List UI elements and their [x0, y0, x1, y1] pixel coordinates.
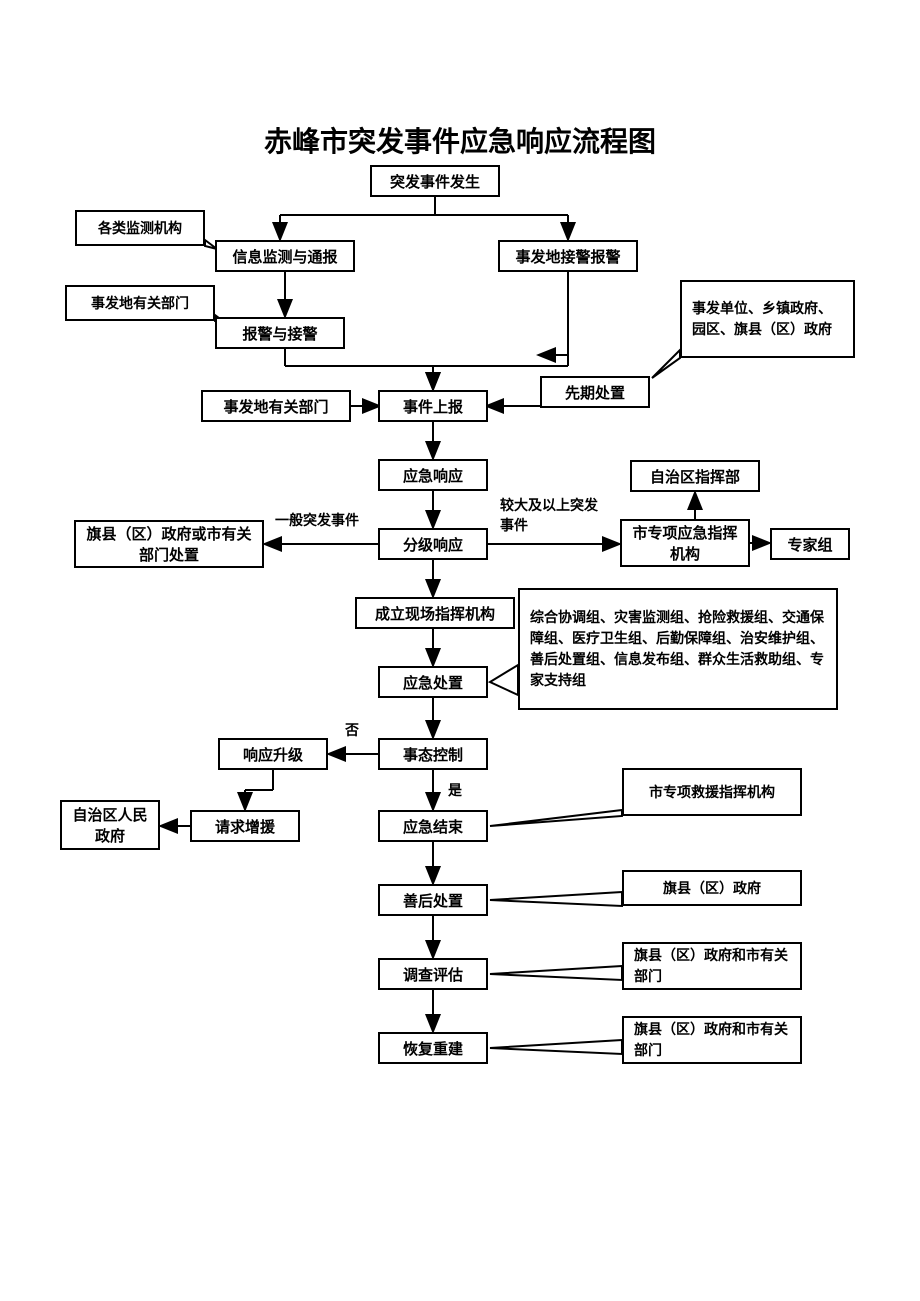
flowchart-node-n20: 自治区人民政府: [60, 800, 160, 850]
flowchart-node-n8: 应急响应: [378, 459, 488, 491]
flowchart-node-n17: 响应升级: [218, 738, 328, 770]
flowchart-node-n1: 突发事件发生: [370, 165, 500, 197]
callout-c3: 事发单位、乡镇政府、园区、旗县（区）政府: [680, 280, 855, 358]
callout-c1: 各类监测机构: [75, 210, 205, 246]
flowchart-node-n19: 请求增援: [190, 810, 300, 842]
callout-c5: 市专项救援指挥机构: [622, 768, 802, 816]
callout-c7: 旗县（区）政府和市有关部门: [622, 942, 802, 990]
flowchart-node-n9: 分级响应: [378, 528, 488, 560]
flowchart-node-n4: 报警与接警: [215, 317, 345, 349]
label-l4: 是: [448, 780, 462, 800]
callout-c4: 综合协调组、灾害监测组、抢险救援组、交通保障组、医疗卫生组、后勤保障组、治安维护…: [518, 588, 838, 710]
callout-c6: 旗县（区）政府: [622, 870, 802, 906]
flowchart-node-n5: 先期处置: [540, 376, 650, 408]
flowchart-node-n15: 应急处置: [378, 666, 488, 698]
label-l2: 较大及以上突发事件: [500, 495, 610, 535]
flowchart-node-n11: 自治区指挥部: [630, 460, 760, 492]
flowchart-node-n10: 旗县（区）政府或市有关部门处置: [74, 520, 264, 568]
flowchart-node-n2: 信息监测与通报: [215, 240, 355, 272]
flowchart-node-n14: 成立现场指挥机构: [355, 597, 515, 629]
flowchart-node-n7: 事件上报: [378, 390, 488, 422]
flowchart-node-n6: 事发地有关部门: [201, 390, 351, 422]
callout-c2: 事发地有关部门: [65, 285, 215, 321]
label-l1: 一般突发事件: [275, 510, 359, 530]
flowchart-node-n21: 善后处置: [378, 884, 488, 916]
flowchart-node-n18: 应急结束: [378, 810, 488, 842]
flowchart-node-n22: 调查评估: [378, 958, 488, 990]
flowchart-node-n16: 事态控制: [378, 738, 488, 770]
callout-c8: 旗县（区）政府和市有关部门: [622, 1016, 802, 1064]
page-title: 赤峰市突发事件应急响应流程图: [200, 120, 720, 160]
flowchart-node-n23: 恢复重建: [378, 1032, 488, 1064]
label-l3: 否: [345, 720, 359, 740]
flowchart-node-n3: 事发地接警报警: [498, 240, 638, 272]
flowchart-node-n13: 专家组: [770, 528, 850, 560]
flowchart-node-n12: 市专项应急指挥机构: [620, 519, 750, 567]
